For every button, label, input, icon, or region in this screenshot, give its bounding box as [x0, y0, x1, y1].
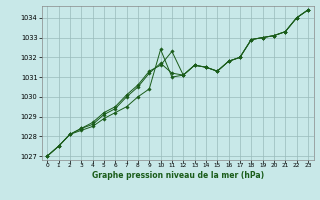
X-axis label: Graphe pression niveau de la mer (hPa): Graphe pression niveau de la mer (hPa) — [92, 171, 264, 180]
